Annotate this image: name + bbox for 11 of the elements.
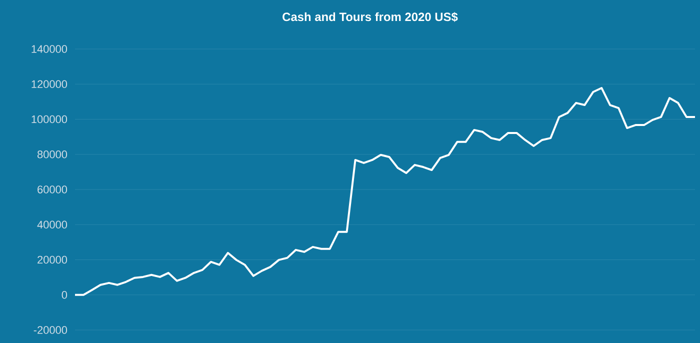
- chart-title: Cash and Tours from 2020 US$: [282, 12, 458, 22]
- y-tick-label: 80000: [37, 150, 68, 158]
- y-tick-label: -20000: [34, 326, 68, 334]
- y-tick-label: 60000: [38, 186, 68, 194]
- y-tick-label: 120000: [32, 80, 68, 88]
- y-tick-label: 140000: [32, 45, 68, 53]
- line-series: [74, 86, 696, 296]
- y-tick-label: 20000: [38, 256, 68, 264]
- y-tick-label: 0: [62, 291, 68, 299]
- y-tick-label: 40000: [37, 220, 68, 229]
- y-tick-label: 100000: [32, 115, 68, 124]
